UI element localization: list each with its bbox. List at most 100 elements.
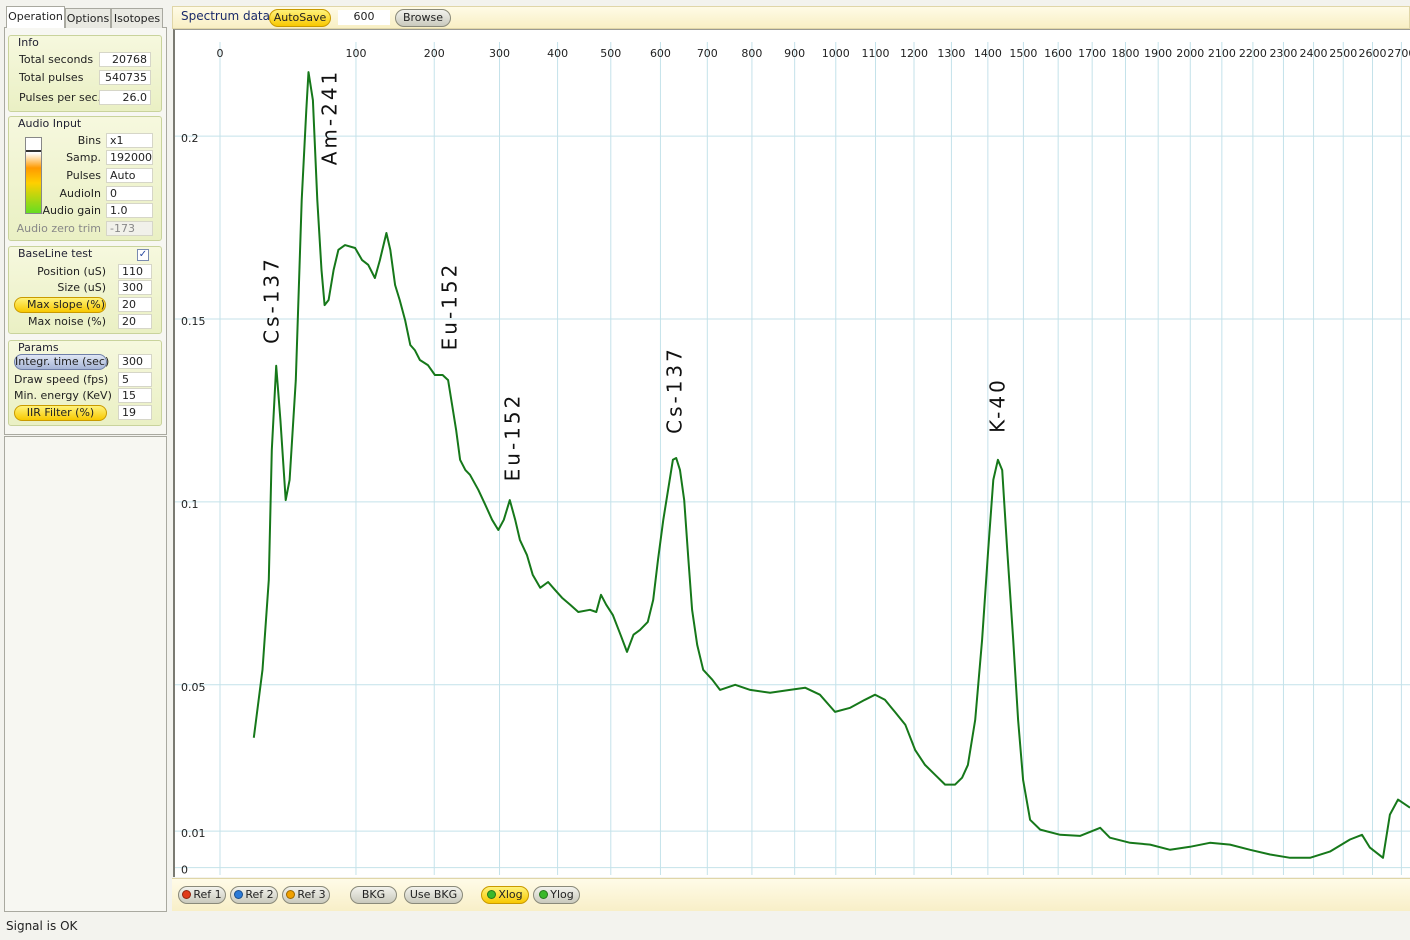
x-tick-label: 2600	[1359, 47, 1387, 60]
chart-frame	[173, 29, 1410, 877]
row-label: Max noise (%)	[27, 315, 106, 328]
row-label: Position (uS)	[37, 265, 106, 278]
bottom-button[interactable]: Ref 3	[282, 886, 330, 904]
x-tick-label: 300	[489, 47, 510, 60]
tab[interactable]: Isotopes	[111, 8, 163, 28]
row-label: Total seconds	[19, 53, 94, 66]
row-value[interactable]: 300	[118, 280, 152, 295]
row-value[interactable]: 5	[118, 372, 152, 387]
row-value[interactable]: 0	[106, 186, 153, 201]
bottom-button[interactable]: Ref 2	[230, 886, 278, 904]
group-title: Params	[18, 341, 59, 354]
x-tick-label: 1800	[1111, 47, 1139, 60]
meter-marker	[26, 150, 41, 152]
x-tick-label: 0	[217, 47, 224, 60]
tab[interactable]: Options	[65, 8, 111, 28]
x-tick-label: 2100	[1208, 47, 1236, 60]
row-value[interactable]: 20	[118, 297, 152, 312]
x-tick-label: 2200	[1239, 47, 1267, 60]
row-value[interactable]: 300	[118, 354, 152, 369]
group-title: BaseLine test	[18, 247, 93, 260]
bottom-button[interactable]: Ylog	[533, 886, 580, 904]
row-value[interactable]: 192000	[106, 150, 153, 165]
row-button[interactable]: IIR Filter (%)	[14, 405, 107, 421]
button-label: BKG	[361, 888, 386, 901]
row-label: Min. energy (KeV)	[14, 389, 112, 402]
x-tick-label: 2300	[1269, 47, 1297, 60]
x-tick-label: 1000	[822, 47, 850, 60]
bottom-button[interactable]: Xlog	[481, 886, 529, 904]
row-value[interactable]: 540735	[99, 70, 151, 85]
y-tick-label: 0.01	[181, 827, 206, 840]
x-tick-label: 600	[650, 47, 671, 60]
x-tick-label: 2400	[1300, 47, 1328, 60]
peak-annotation: Eu-152	[501, 393, 525, 482]
y-tick-label: 0.1	[181, 498, 199, 511]
row-value[interactable]: 20768	[99, 52, 151, 67]
row-button[interactable]: Integr. time (sec)	[14, 354, 110, 370]
row-label: Size (uS)	[57, 281, 106, 294]
row-label: Bins	[77, 134, 101, 147]
group-title: Info	[18, 36, 39, 49]
bottom-button[interactable]: BKG	[350, 886, 397, 904]
x-tick-label: 1700	[1078, 47, 1106, 60]
button-icon	[539, 890, 549, 899]
peak-annotation: Cs-137	[260, 256, 284, 344]
button-label: Use BKG	[409, 888, 458, 901]
row-label: Audio gain	[42, 204, 101, 217]
row-value[interactable]: -173	[106, 221, 153, 236]
button-icon	[487, 890, 497, 899]
lower-panel	[4, 436, 167, 912]
peak-annotation: Am-241	[318, 69, 342, 166]
x-tick-label: 100	[345, 47, 366, 60]
row-label: AudioIn	[59, 187, 101, 200]
row-value[interactable]: 26.0	[99, 90, 151, 105]
peak-annotation: Eu-152	[438, 262, 462, 351]
bottom-button[interactable]: Use BKG	[404, 886, 463, 904]
button-icon	[286, 890, 296, 899]
row-label: Draw speed (fps)	[14, 373, 109, 386]
button-icon	[234, 890, 244, 899]
button-icon	[182, 890, 192, 899]
autosave-value[interactable]: 600	[338, 10, 390, 25]
button-label: Ylog	[550, 888, 574, 901]
x-tick-label: 2700	[1387, 47, 1410, 60]
row-value[interactable]: 15	[118, 388, 152, 403]
y-tick-label: 0.05	[181, 681, 206, 694]
bottom-button[interactable]: Ref 1	[178, 886, 226, 904]
x-tick-label: 400	[547, 47, 568, 60]
button-label: Ref 1	[193, 888, 222, 901]
button-label: Ref 2	[245, 888, 274, 901]
button-label: Ref 3	[297, 888, 326, 901]
row-value[interactable]: 19	[118, 405, 152, 420]
x-tick-label: 1300	[937, 47, 965, 60]
x-tick-label: 1400	[974, 47, 1002, 60]
x-tick-label: 1600	[1044, 47, 1072, 60]
group-title: Audio Input	[18, 117, 82, 130]
x-tick-label: 800	[741, 47, 762, 60]
x-tick-label: 500	[600, 47, 621, 60]
x-tick-label: 900	[784, 47, 805, 60]
checkbox[interactable]: ✓	[137, 249, 149, 261]
y-tick-label: 0.15	[181, 315, 206, 328]
x-tick-label: 2000	[1176, 47, 1204, 60]
row-value[interactable]: x1	[106, 133, 153, 148]
x-tick-label: 1900	[1144, 47, 1172, 60]
autosave-button[interactable]: AutoSave	[269, 9, 331, 27]
row-label: Pulses per sec.	[19, 91, 102, 104]
row-value[interactable]: Auto	[106, 168, 153, 183]
row-value[interactable]: 1.0	[106, 203, 153, 218]
tab[interactable]: Operation	[6, 6, 65, 28]
toolbar-title: Spectrum data	[181, 9, 270, 23]
row-value[interactable]: 110	[118, 264, 152, 279]
button-label: Xlog	[498, 888, 523, 901]
row-button[interactable]: Max slope (%)	[14, 297, 106, 313]
row-label: Total pulses	[19, 71, 84, 84]
y-tick-label: 0	[181, 864, 188, 875]
browse-button[interactable]: Browse	[395, 9, 451, 27]
y-tick-label: 0.2	[181, 132, 199, 145]
x-tick-label: 1500	[1009, 47, 1037, 60]
row-value[interactable]: 20	[118, 314, 152, 329]
